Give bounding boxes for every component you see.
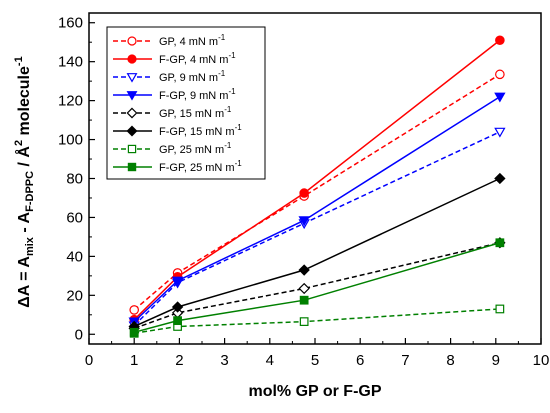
x-axis-title: mol% GP or F-GP xyxy=(248,383,381,400)
legend-entry: GP, 25 mN m-1 xyxy=(113,141,232,156)
y-tick-label: 40 xyxy=(66,248,83,265)
data-point xyxy=(495,238,505,248)
x-tick-label: 10 xyxy=(533,352,550,369)
legend-entry: F-GP, 9 mN m-1 xyxy=(113,87,236,102)
data-point xyxy=(126,107,138,119)
y-tick-label: 20 xyxy=(66,287,83,304)
x-tick-label: 5 xyxy=(311,352,319,369)
legend-box xyxy=(106,26,266,180)
x-tick-label: 8 xyxy=(446,352,454,369)
legend-entry: GP, 4 mN m-1 xyxy=(113,33,226,48)
y-tick-label: 80 xyxy=(66,171,83,188)
data-point xyxy=(129,327,139,337)
series-line xyxy=(134,308,500,335)
x-tick-label: 2 xyxy=(175,352,183,369)
legend-entry: F-GP, 15 mN m-1 xyxy=(113,123,242,138)
x-tick-label: 9 xyxy=(492,352,500,369)
legend-label: F-GP, 25 mN m-1 xyxy=(159,159,242,174)
legend: GP, 4 mN m-1 F-GP, 4 mN m-1 GP, 9 mN m-1 F-… xyxy=(106,26,266,180)
data-point xyxy=(495,35,505,46)
data-point xyxy=(494,172,506,185)
data-point xyxy=(126,91,138,101)
data-point xyxy=(129,305,139,315)
legend-entry: F-GP, 25 mN m-1 xyxy=(113,159,242,174)
series xyxy=(129,304,505,338)
x-tick-label: 4 xyxy=(266,352,274,369)
series xyxy=(128,172,506,333)
y-tick-label: 100 xyxy=(58,132,83,149)
y-tick-label: 120 xyxy=(58,93,83,110)
series-line xyxy=(133,39,501,321)
legend-entry: F-GP, 4 mN m-1 xyxy=(113,51,236,66)
x-tick-label: 6 xyxy=(356,352,364,369)
legend-label: GP, 25 mN m-1 xyxy=(159,141,232,156)
data-point xyxy=(299,188,309,198)
y-tick-label: 0 xyxy=(75,326,83,343)
data-point xyxy=(298,216,310,227)
data-point xyxy=(127,162,137,172)
series-line xyxy=(133,242,501,330)
series-line xyxy=(133,96,501,323)
legend-label: F-GP, 4 mN m-1 xyxy=(159,51,236,66)
legend-label: F-GP, 9 mN m-1 xyxy=(159,87,236,102)
data-point xyxy=(126,73,138,83)
x-tick-label: 3 xyxy=(220,352,228,369)
data-point xyxy=(298,282,310,295)
data-point xyxy=(171,276,184,287)
data-point xyxy=(127,36,137,46)
legend-label: GP, 4 mN m-1 xyxy=(159,33,226,48)
data-point xyxy=(299,295,309,305)
legend-entry: GP, 15 mN m-1 xyxy=(113,105,232,120)
legend-entry: GP, 9 mN m-1 xyxy=(113,69,226,84)
series-line xyxy=(134,242,501,334)
legend-label: GP, 15 mN m-1 xyxy=(159,105,232,120)
data-point xyxy=(127,54,137,64)
y-axis-title: ΔA = Amix - AF-DPPC / Å2 molecule-1 xyxy=(13,56,36,307)
y-tick-label: 140 xyxy=(58,54,83,71)
x-tick-label: 1 xyxy=(130,352,138,369)
data-point xyxy=(494,127,506,138)
data-point xyxy=(299,317,309,326)
data-point xyxy=(495,69,505,80)
y-tick-label: 60 xyxy=(66,209,83,226)
data-point xyxy=(126,125,138,137)
series-line xyxy=(133,177,501,328)
series xyxy=(128,92,506,328)
legend-label: F-GP, 15 mN m-1 xyxy=(159,123,242,138)
x-tick-label: 0 xyxy=(85,352,93,369)
x-tick-label: 7 xyxy=(401,352,409,369)
data-point xyxy=(495,304,505,314)
series xyxy=(129,238,505,337)
legend-label: GP, 9 mN m-1 xyxy=(159,69,226,84)
data-point xyxy=(173,316,182,326)
data-point xyxy=(127,144,137,154)
data-point xyxy=(494,92,506,103)
y-tick-label: 160 xyxy=(58,15,83,32)
data-point xyxy=(171,301,184,313)
data-point xyxy=(298,264,310,276)
series-line xyxy=(133,131,501,327)
